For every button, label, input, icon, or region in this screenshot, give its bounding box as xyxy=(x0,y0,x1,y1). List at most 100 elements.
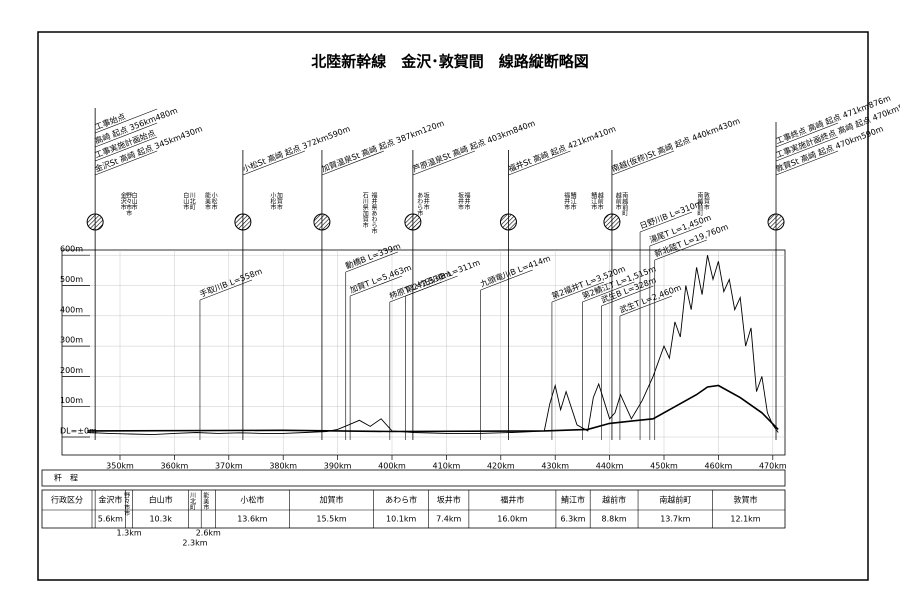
y-tick-label: DL=±0m xyxy=(60,427,97,436)
x-tick-label: 370km xyxy=(215,462,243,471)
station-label-rule xyxy=(508,150,571,176)
town-label: 鯖江市 xyxy=(590,191,597,211)
track-profile xyxy=(87,384,779,433)
km-row xyxy=(41,469,786,487)
admin-length: 12.1km xyxy=(730,515,760,524)
admin-length: 2.3km xyxy=(182,539,207,548)
admin-name: 敦賀市 xyxy=(733,495,757,505)
town-label: あわら市 xyxy=(416,192,423,217)
admin-length: 15.5km xyxy=(316,515,346,524)
x-tick-label: 380km xyxy=(269,462,297,471)
x-tick-label: 460km xyxy=(705,462,733,471)
admin-name: 川北町 xyxy=(188,492,195,510)
admin-length: 13.7km xyxy=(660,515,690,524)
admin-name: 鯖江市 xyxy=(561,495,585,505)
structure-label: 手取川B L=558m xyxy=(198,266,264,299)
town-label: 福井市 xyxy=(563,191,570,211)
town-label: 金沢市 xyxy=(119,191,126,211)
admin-name: 福井市 xyxy=(500,495,524,505)
y-tick-label: 500m xyxy=(60,275,83,284)
town-label: 野々市市 xyxy=(125,191,132,217)
station-label-rule xyxy=(775,136,839,162)
x-tick-label: 430km xyxy=(541,462,569,471)
structure-label: 九頭竜川B L=414m xyxy=(479,253,552,289)
station-marker xyxy=(234,213,252,231)
structure-rule xyxy=(619,295,673,317)
y-tick-label: 200m xyxy=(60,366,83,375)
structure-rule xyxy=(649,225,702,247)
structure-rule xyxy=(405,275,458,297)
structure-rule xyxy=(345,251,398,273)
admin-name: 金沢市 xyxy=(98,495,122,505)
admin-length: 13.6km xyxy=(237,515,267,524)
admin-length: 16.0km xyxy=(497,515,527,524)
admin-name: 加賀市 xyxy=(320,495,344,505)
structure-rule xyxy=(551,281,605,303)
structure-rule xyxy=(639,211,693,233)
town-label: 坂井市 xyxy=(457,191,464,211)
station-label-rule xyxy=(775,150,839,176)
y-tick-label: 300m xyxy=(60,336,83,345)
x-tick-label: 420km xyxy=(487,462,515,471)
station-label-rule xyxy=(95,108,158,134)
station-label: 南越(仮称)St 高崎 起点 440km430m xyxy=(610,115,742,173)
station-marker xyxy=(86,213,104,231)
x-tick-label: 440km xyxy=(596,462,624,471)
admin-length: 10.3k xyxy=(149,515,172,524)
station-label-rule xyxy=(95,136,158,162)
admin-length: 10.1km xyxy=(386,515,416,524)
town-label: 能美市 xyxy=(204,191,211,211)
station-label-rule xyxy=(95,150,158,176)
admin-row-label: 行政区分 xyxy=(51,495,83,505)
admin-length: 1.3km xyxy=(117,529,142,538)
town-label: 小松市 xyxy=(210,191,217,211)
station-marker xyxy=(603,213,621,231)
frame xyxy=(37,31,869,581)
station-marker xyxy=(499,213,517,231)
town-label: 川北町 xyxy=(188,192,195,210)
x-tick-label: 350km xyxy=(106,462,134,471)
station-marker xyxy=(313,213,331,231)
x-tick-label: 390km xyxy=(324,462,352,471)
admin-length: 6.3km xyxy=(560,515,585,524)
station-label-rule xyxy=(412,150,475,176)
x-tick-label: 410km xyxy=(433,462,461,471)
station-label-rule xyxy=(95,122,158,148)
structure-rule xyxy=(582,281,635,303)
admin-length: 5.6km xyxy=(98,515,123,524)
town-label: 敦賀市 xyxy=(702,191,709,211)
x-tick-label: 470km xyxy=(759,462,787,471)
structure-rule xyxy=(480,269,533,291)
admin-row xyxy=(41,489,786,529)
y-tick-label: 100m xyxy=(60,396,83,405)
town-label: 坂井市 xyxy=(422,191,429,211)
station-label-rule xyxy=(321,150,385,176)
town-label: 白山市 xyxy=(182,191,189,211)
town-label: 南越前町 xyxy=(696,191,703,216)
town-label: 鯖江市 xyxy=(569,191,576,211)
station-marker xyxy=(404,213,422,231)
station-label-rule xyxy=(242,150,305,176)
admin-name: 能美市 xyxy=(202,491,209,511)
plot-frame xyxy=(61,249,786,456)
structure-rule xyxy=(601,285,654,307)
admin-name: 越前市 xyxy=(602,495,626,505)
admin-name: 白山市 xyxy=(149,495,173,505)
ground-profile xyxy=(87,255,779,436)
station-label-rule xyxy=(775,122,839,148)
y-tick-label: 400m xyxy=(60,305,83,314)
structure-rule xyxy=(350,275,403,297)
title: 北陸新幹線 金沢･敦賀間 線路縦断略図 xyxy=(311,53,589,71)
town-label: 越前市 xyxy=(614,191,621,211)
structure-label: 動橋B L=339m xyxy=(344,241,402,271)
admin-name: 坂井市 xyxy=(437,495,461,505)
admin-name: あわら市 xyxy=(385,495,417,505)
town-label: 南越前町 xyxy=(621,191,628,216)
town-label: 福井県あわら市 xyxy=(370,191,377,235)
station-marker xyxy=(767,213,785,231)
admin-name: 野々市市 xyxy=(123,491,130,517)
structure-rule xyxy=(654,239,707,261)
structure-rule xyxy=(199,279,253,301)
town-label: 福井市 xyxy=(463,191,470,211)
